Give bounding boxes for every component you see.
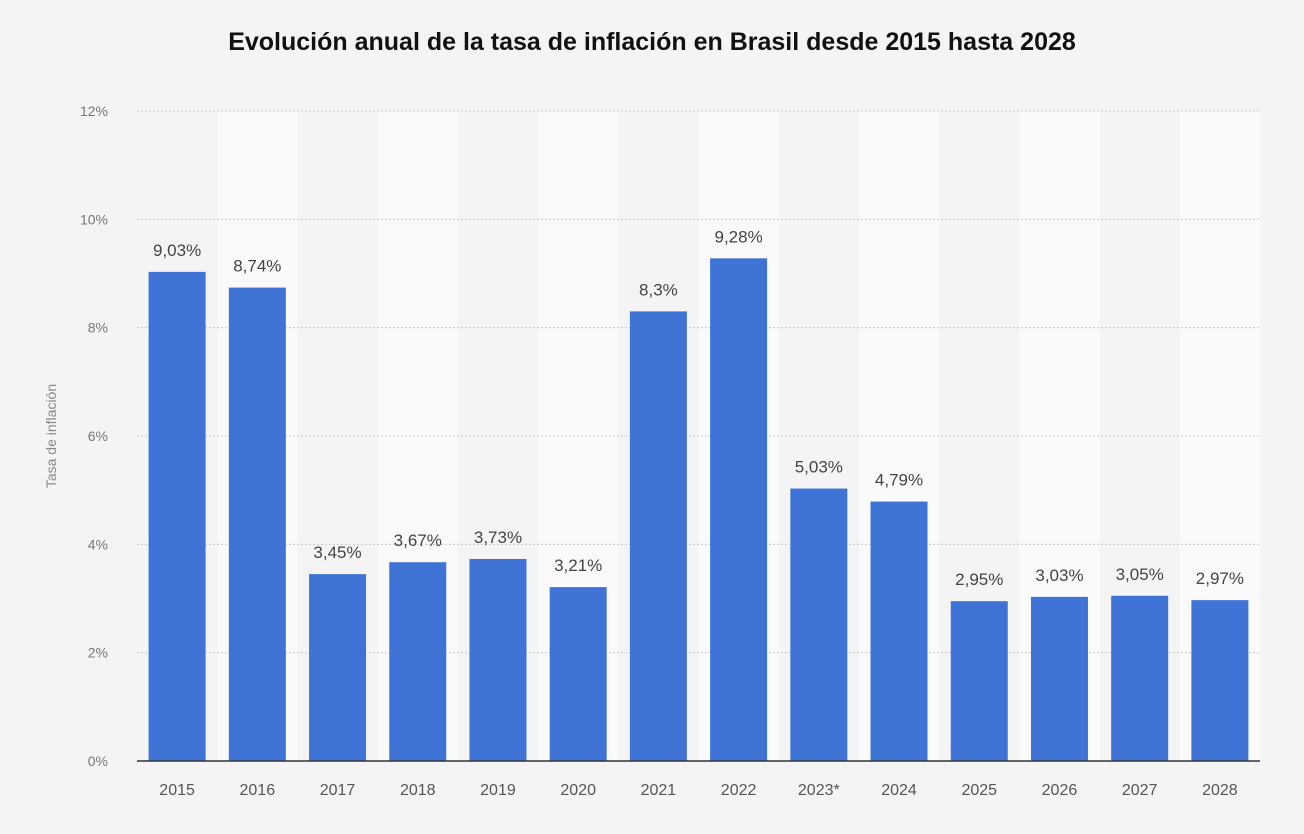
data-label: 8,3% — [639, 280, 678, 299]
y-tick-label: 12% — [80, 103, 108, 119]
bar-2020 — [549, 587, 607, 761]
bar-2023* — [790, 488, 848, 761]
bar-2019 — [469, 558, 527, 761]
bar-2015 — [148, 271, 206, 761]
data-label: 3,67% — [394, 531, 442, 550]
x-tick-label: 2026 — [1042, 782, 1078, 799]
bar-2016 — [228, 287, 286, 761]
y-tick-label: 6% — [88, 428, 108, 444]
bar-2018 — [389, 562, 447, 761]
y-tick-label: 8% — [88, 320, 108, 336]
data-label: 3,05% — [1116, 565, 1164, 584]
x-tick-label: 2016 — [240, 782, 276, 799]
y-tick-label: 0% — [88, 753, 108, 769]
x-tick-label: 2017 — [320, 782, 356, 799]
y-tick-label: 10% — [80, 211, 108, 227]
x-tick-label: 2020 — [560, 782, 596, 799]
x-tick-label: 2025 — [961, 782, 997, 799]
data-label: 8,74% — [233, 257, 281, 276]
bar-2025 — [950, 601, 1008, 761]
bar-2022 — [710, 258, 768, 761]
y-tick-label: 2% — [88, 645, 108, 661]
x-tick-label: 2019 — [480, 782, 516, 799]
data-label: 3,21% — [554, 556, 602, 575]
x-tick-label: 2015 — [159, 782, 195, 799]
data-label: 3,03% — [1035, 566, 1083, 585]
y-tick-label: 4% — [88, 536, 108, 552]
x-tick-label: 2022 — [721, 782, 757, 799]
x-tick-label: 2028 — [1202, 782, 1238, 799]
chart-title: Evolución anual de la tasa de inflación … — [228, 28, 1076, 56]
x-tick-label: 2018 — [400, 782, 436, 799]
y-axis-label: Tasa de inflación — [43, 384, 59, 488]
x-tick-label: 2023* — [798, 782, 840, 799]
x-tick-label: 2021 — [641, 782, 677, 799]
bar-2028 — [1191, 600, 1249, 761]
data-label: 2,95% — [955, 570, 1003, 589]
data-label: 9,03% — [153, 241, 201, 260]
bar-2026 — [1030, 596, 1088, 761]
bar-2027 — [1111, 595, 1169, 761]
data-label: 9,28% — [715, 227, 763, 246]
x-tick-label: 2027 — [1122, 782, 1158, 799]
data-label: 3,73% — [474, 528, 522, 547]
data-label: 2,97% — [1196, 569, 1244, 588]
bar-2017 — [309, 574, 367, 761]
x-tick-label: 2024 — [881, 782, 917, 799]
bar-2024 — [870, 501, 928, 761]
bar-2021 — [629, 311, 687, 761]
data-label: 4,79% — [875, 471, 923, 490]
data-label: 5,03% — [795, 458, 843, 477]
data-label: 3,45% — [313, 543, 361, 562]
